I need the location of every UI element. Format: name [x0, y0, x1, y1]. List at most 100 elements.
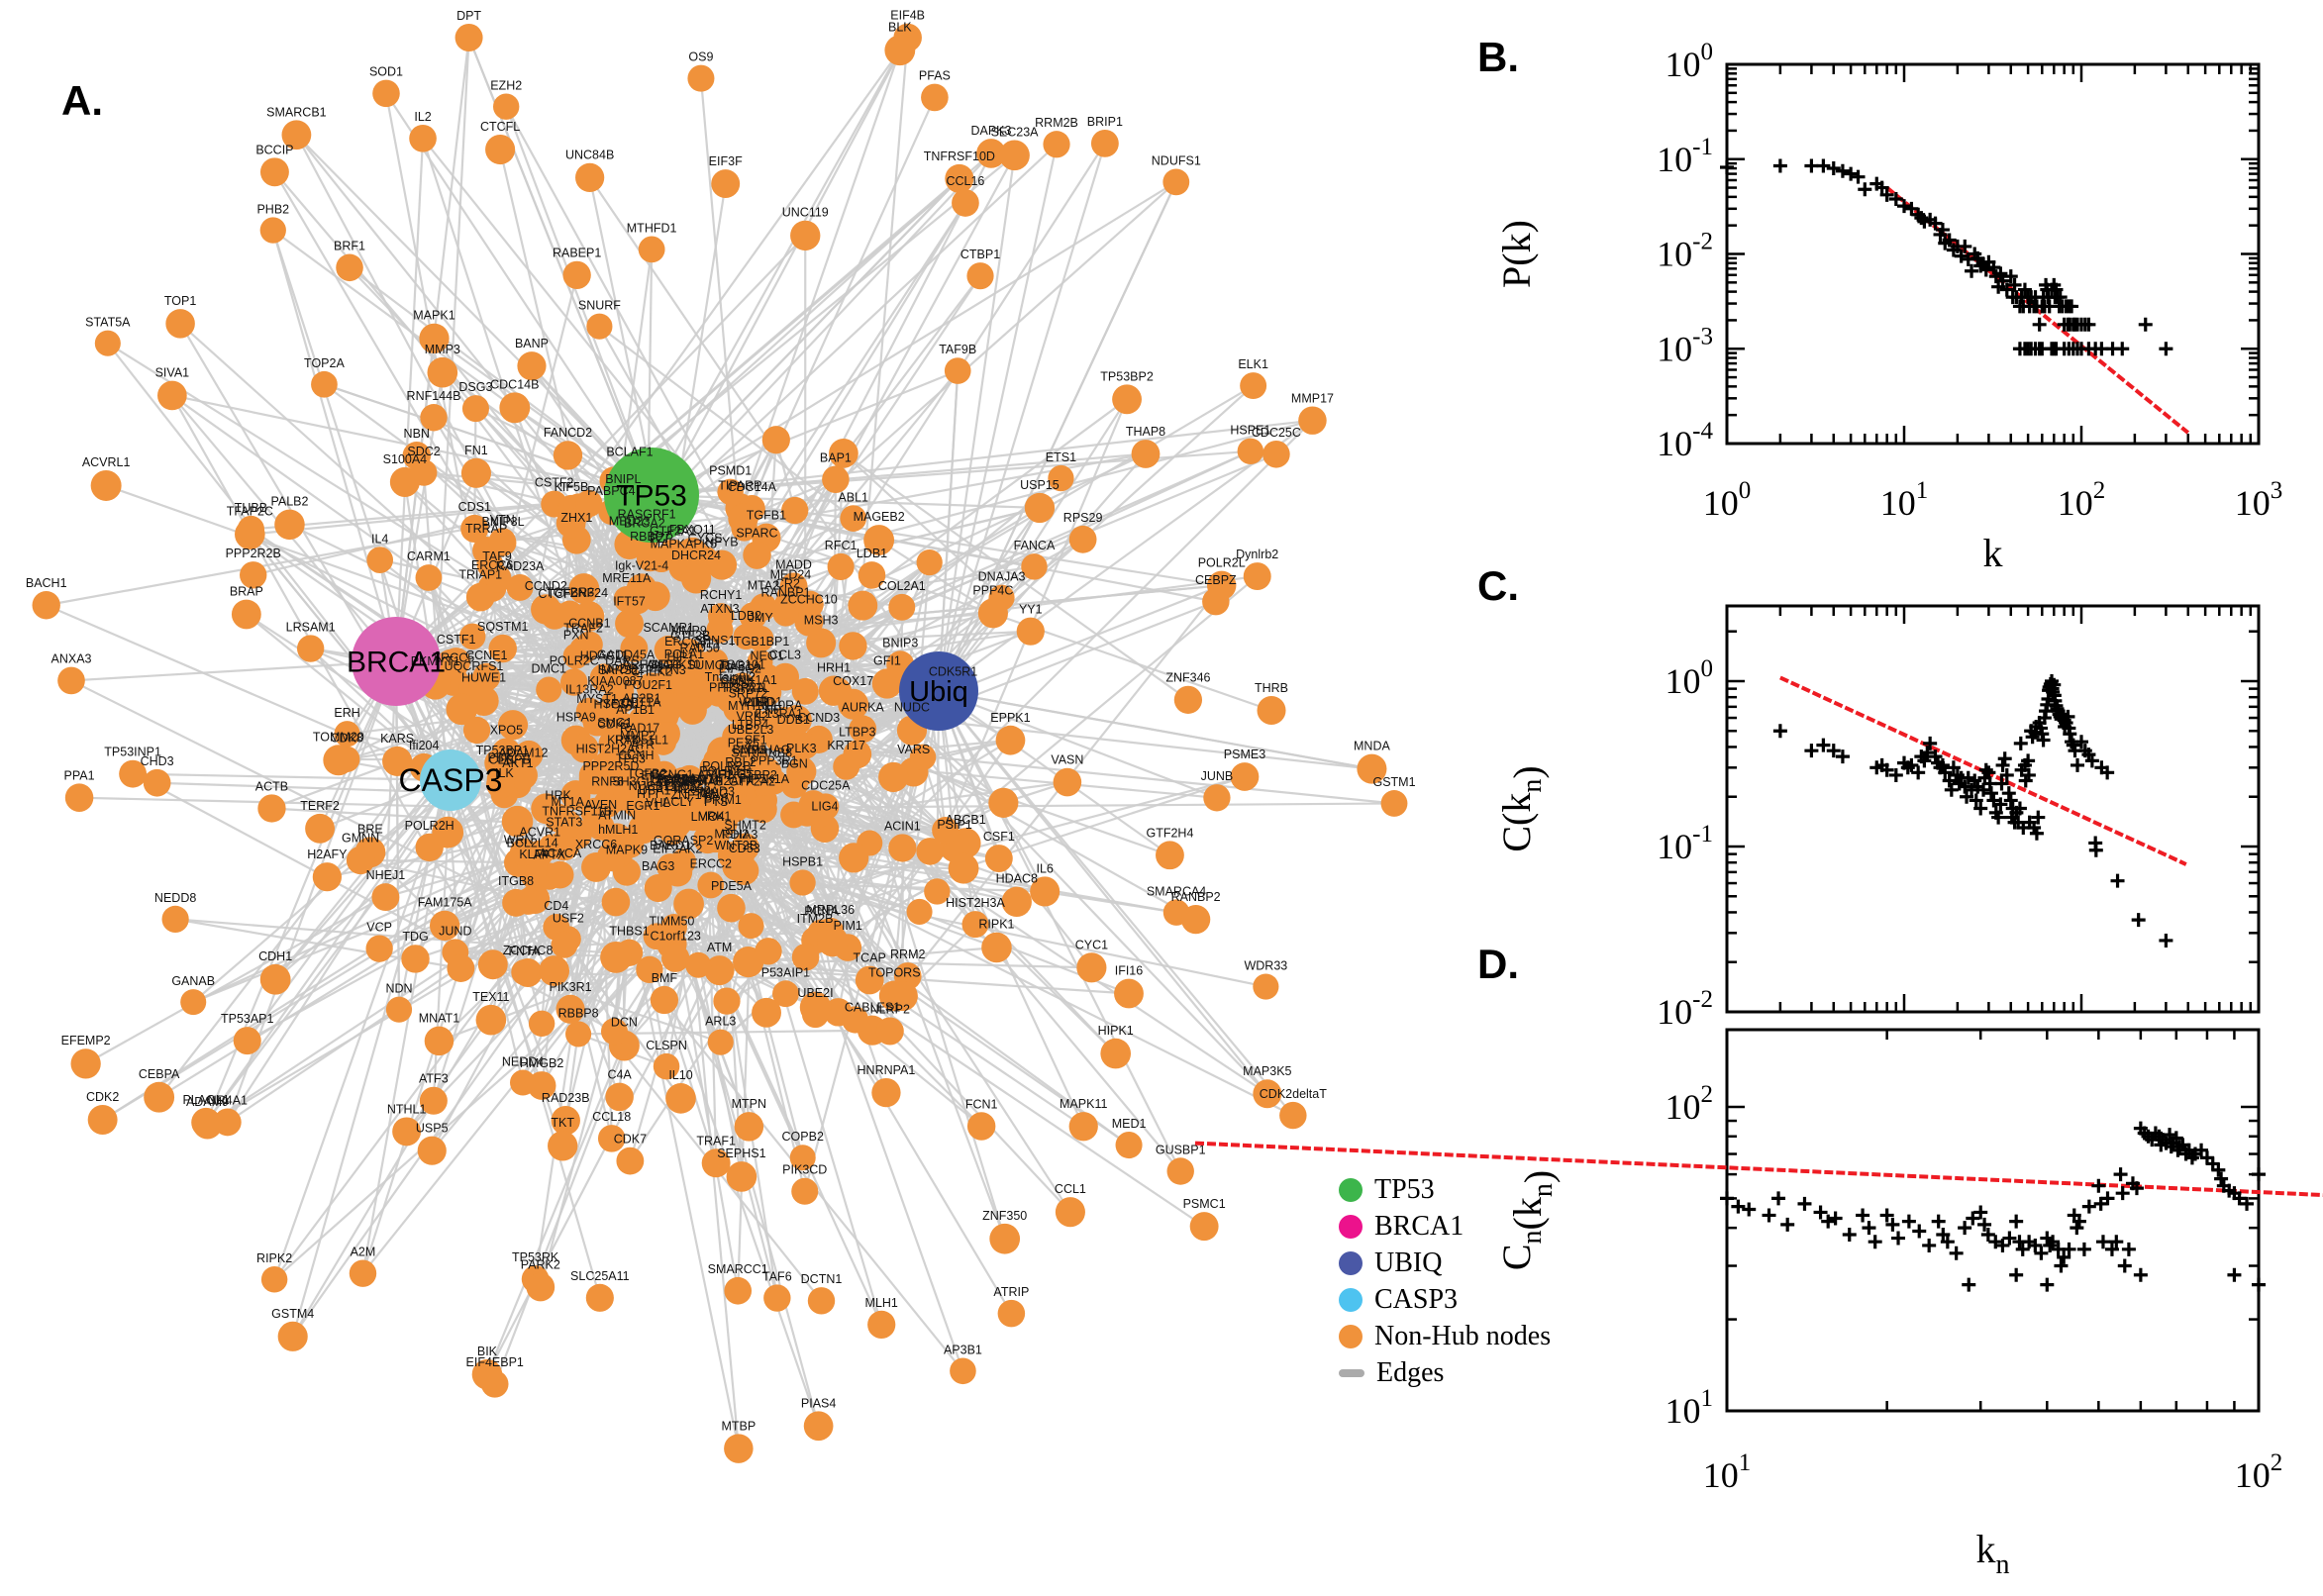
network-node: [871, 1077, 901, 1108]
network-node-label: WT1: [694, 637, 720, 650]
network-node-label: MAPK1: [413, 309, 454, 323]
network-node-label: FCN1: [965, 1097, 998, 1111]
network-node: [1173, 685, 1203, 714]
network-node-label: SMARCA4: [1147, 884, 1206, 898]
network-node-label: IL10: [668, 1068, 692, 1082]
network-node: [1030, 876, 1060, 907]
data-point-marker: [1991, 810, 2006, 825]
network-node-label: PLAGL1: [182, 1093, 229, 1107]
network-edge: [672, 927, 740, 1291]
network-node: [817, 926, 849, 957]
network-node-label: CSTF2: [535, 476, 574, 490]
network-node: [485, 134, 516, 165]
network-node: [997, 1299, 1026, 1328]
data-point-marker: [1816, 738, 1831, 752]
network-node: [57, 666, 85, 695]
network-node: [717, 893, 746, 923]
network-edge: [938, 398, 1128, 692]
panel-label-d: D.: [1477, 941, 1519, 987]
network-node-label: SMARCC1: [708, 1262, 768, 1276]
data-point-marker: [1954, 249, 1969, 263]
network-node-label: BCL2L14: [507, 836, 558, 849]
network-node: [1357, 753, 1387, 784]
legend-item: Edges: [1339, 1357, 1551, 1388]
network-node-label: MNAT1: [419, 1012, 459, 1026]
network-edge: [598, 325, 855, 520]
data-point-marker: [2036, 733, 2051, 748]
network-node-label: LRSAM1: [286, 620, 336, 634]
network-edge: [454, 926, 557, 953]
network-node-label: Ifi204: [409, 739, 440, 752]
network-node-label: VHL: [646, 796, 669, 810]
network-node-label: BARD1: [650, 839, 691, 852]
network-node: [888, 834, 917, 862]
network-node-label: BAP1: [820, 451, 852, 465]
network-node-label: MT1A: [551, 795, 584, 809]
network-node: [867, 1310, 896, 1340]
network-node-label: RBL2: [725, 755, 756, 769]
network-node-label: CPT1A: [621, 695, 661, 709]
network-node-label: DAPK3: [970, 124, 1011, 138]
network-node: [311, 370, 338, 398]
data-points: [1720, 1121, 2266, 1292]
network-node-label: MED24: [770, 568, 812, 582]
data-point-marker: [1978, 762, 1993, 777]
network-edge: [938, 419, 1314, 692]
data-point-marker: [2007, 277, 2022, 292]
network-node-label: CHEK2: [631, 664, 672, 678]
network-node-label: MNDA: [1354, 740, 1390, 753]
data-points: [1772, 673, 2173, 948]
network-node: [738, 913, 764, 940]
network-node: [799, 991, 832, 1024]
network-node-label: CEBPB: [488, 753, 530, 767]
network-node: [1253, 973, 1279, 1000]
network-node-label: CDC25A: [801, 778, 851, 792]
network-node-label: MADD: [775, 557, 812, 571]
network-node: [825, 677, 853, 705]
network-node-label: SF1: [745, 733, 767, 747]
network-node-label: TCAP: [854, 951, 886, 965]
network-node-label: SEC23A: [991, 126, 1040, 140]
network-node-label: NEDD8: [154, 891, 196, 905]
network-node: [932, 817, 960, 845]
network-node-label: SEPHS1: [717, 1147, 765, 1160]
network-node-label: EFEMP2: [61, 1034, 111, 1047]
network-node-label: MSH2: [714, 827, 749, 841]
network-node-label: PZP: [650, 532, 673, 546]
data-point-marker: [1891, 1231, 1906, 1246]
data-point-marker: [1826, 744, 1841, 758]
data-point-marker: [2081, 317, 2096, 332]
network-node: [281, 120, 312, 150]
data-point-marker: [1958, 1221, 1972, 1236]
network-node-label: THBS1: [609, 925, 649, 939]
network-node: [1240, 372, 1267, 400]
network-node: [731, 515, 758, 542]
network-node: [976, 139, 1006, 168]
network-node-label: MMP2: [620, 729, 656, 743]
network-node-label: ERH: [334, 706, 359, 720]
network-node-label: PPP2R2B: [226, 547, 281, 560]
network-node-label: CDK2: [86, 1090, 119, 1104]
data-point-marker: [1994, 776, 2009, 791]
network-node-label: CABLES1: [845, 1001, 900, 1015]
network-node: [701, 648, 729, 675]
network-node: [654, 635, 683, 664]
network-node-label: LTBP1: [650, 774, 686, 788]
network-edge: [937, 144, 1059, 692]
network-node: [601, 887, 631, 917]
network-node: [553, 810, 582, 839]
network-node-label: DCTN1: [801, 1272, 843, 1286]
network-node-label: USP5: [416, 1122, 449, 1136]
data-point-marker: [1977, 1217, 1992, 1232]
network-node: [1115, 1131, 1143, 1159]
data-point-marker: [1999, 767, 2014, 782]
network-node: [736, 709, 766, 740]
data-point-marker: [2021, 767, 2036, 782]
network-node: [506, 573, 534, 601]
network-node-label: TIMM50: [650, 914, 695, 928]
network-node-label: hMLH1: [598, 823, 638, 837]
data-point-marker: [2121, 1242, 2136, 1256]
network-node: [528, 1010, 556, 1038]
network-node-label: CSTF1: [437, 633, 476, 647]
legend-dot-non-hub-nodes: [1339, 1324, 1363, 1348]
